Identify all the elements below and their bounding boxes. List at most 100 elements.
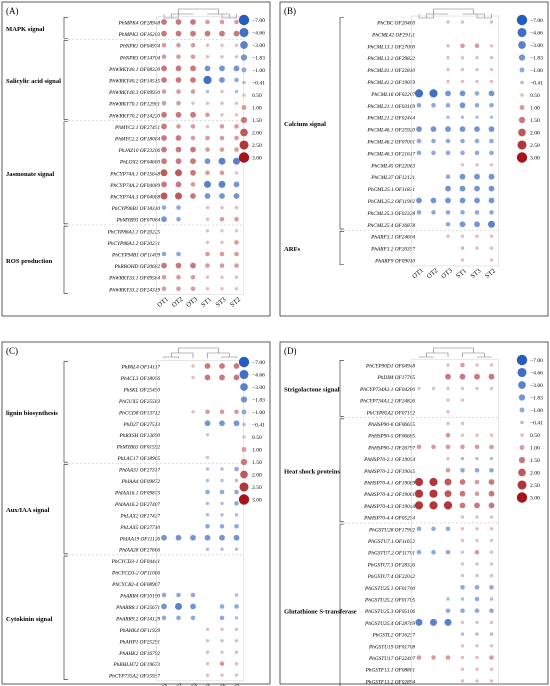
bubble [445, 549, 451, 555]
bubble [160, 192, 168, 200]
legend-swatch [516, 152, 528, 163]
gene-label: PhGSTU19 OF01708 [368, 644, 415, 650]
bubble [160, 169, 168, 177]
gene-label: PhIAA28 OF27666 [118, 548, 160, 554]
gene-label: PhGSTU7.3 OF28326 [367, 562, 416, 568]
bubble [460, 43, 465, 49]
bubble [489, 527, 494, 531]
bubble [459, 221, 466, 228]
bubble [190, 169, 196, 176]
bubble [191, 375, 195, 380]
bubble [489, 444, 494, 450]
group-label: lignin biosynthesis [6, 410, 58, 417]
bubble [460, 433, 465, 437]
sample-label: ST1 [200, 296, 213, 308]
bubble [460, 655, 465, 660]
gene-label: PhHSP90-1 OF26797 [367, 445, 415, 451]
bubble [234, 124, 239, 129]
legend-label: 3.00 [252, 498, 262, 504]
bubble [446, 44, 450, 48]
legend-label: −1.00 [252, 410, 265, 416]
legend-swatch [517, 367, 527, 378]
panel-letter: (C) [6, 346, 18, 356]
bubble [489, 56, 494, 60]
group-label: ARFs [284, 246, 301, 253]
legend-swatch [518, 381, 526, 389]
bubble [190, 262, 196, 269]
bubble [459, 102, 466, 109]
sample-label: ST2 [484, 268, 497, 280]
bubble [233, 181, 240, 188]
legend-swatch [520, 93, 524, 97]
bubble [175, 19, 182, 25]
bubble [443, 501, 453, 510]
bubble [233, 193, 240, 199]
bubble [475, 386, 479, 391]
bubble [190, 182, 196, 187]
bubble [175, 192, 182, 200]
bubble [460, 210, 465, 215]
bubble [190, 19, 196, 25]
bubble [445, 655, 451, 660]
bubble [475, 632, 479, 636]
bubble [429, 89, 438, 98]
bubble [460, 620, 465, 625]
bubble [205, 455, 210, 460]
bubble [234, 147, 239, 152]
bubble [205, 19, 210, 25]
bubble [220, 627, 224, 632]
bubble [190, 146, 196, 153]
legend-label: −4.66 [530, 31, 543, 37]
gene-label: PhMPK3 OF16203 [118, 32, 161, 38]
legend-label: 3.00 [530, 496, 540, 502]
bubble [176, 286, 181, 292]
bubble [220, 89, 224, 94]
bubble [489, 608, 494, 613]
bubble [175, 111, 182, 118]
legend-label: 1.50 [252, 118, 262, 124]
bubble [233, 157, 240, 165]
legend-swatch [518, 41, 526, 49]
bubble [175, 30, 182, 37]
bubble [161, 262, 167, 269]
bubble [234, 662, 239, 666]
gene-label: PhCYCD3-2 OF11066 [111, 571, 160, 577]
bubble [218, 180, 226, 188]
sample-label: OT1 [156, 682, 170, 686]
bubble [219, 534, 225, 541]
bubble [234, 673, 239, 677]
dendrogram [418, 347, 492, 358]
bubble [474, 444, 480, 450]
bubble [220, 43, 224, 47]
gene-label: PhARF3.2 OF20357 [370, 247, 415, 253]
bubble [220, 639, 224, 643]
bubble [233, 374, 240, 381]
bubble [219, 615, 225, 621]
legend-swatch [239, 27, 249, 38]
gene-label: PhAHK2 OF16792 [118, 651, 160, 657]
gene-label: PhGSTU7.4 OF22042 [367, 574, 416, 580]
gene-label: PhLOX2 OF04680 [119, 160, 161, 166]
bubble [234, 524, 239, 529]
bubble [446, 421, 450, 426]
gene-label: PhCML21.2 OF02444 [366, 116, 415, 122]
bubble [489, 632, 494, 636]
sample-label: OT1 [411, 267, 425, 280]
bubble [445, 185, 451, 192]
group-bracket [63, 40, 68, 120]
bubble [190, 30, 196, 37]
bubble [460, 258, 465, 262]
bubble [190, 89, 196, 94]
bubble [489, 515, 494, 519]
bubble [489, 103, 494, 108]
gene-label: PhWRKY40.2 OF14515 [108, 79, 160, 85]
legend-swatch [240, 458, 248, 466]
bubble [205, 124, 210, 129]
panel-frame [1, 341, 271, 685]
gene-label: PhIAA16.2 OF27487 [114, 502, 160, 508]
dendrogram-root [178, 8, 219, 14]
bubble [190, 615, 196, 621]
bubble [460, 667, 465, 671]
bubble [489, 456, 494, 461]
bubble [204, 30, 211, 37]
